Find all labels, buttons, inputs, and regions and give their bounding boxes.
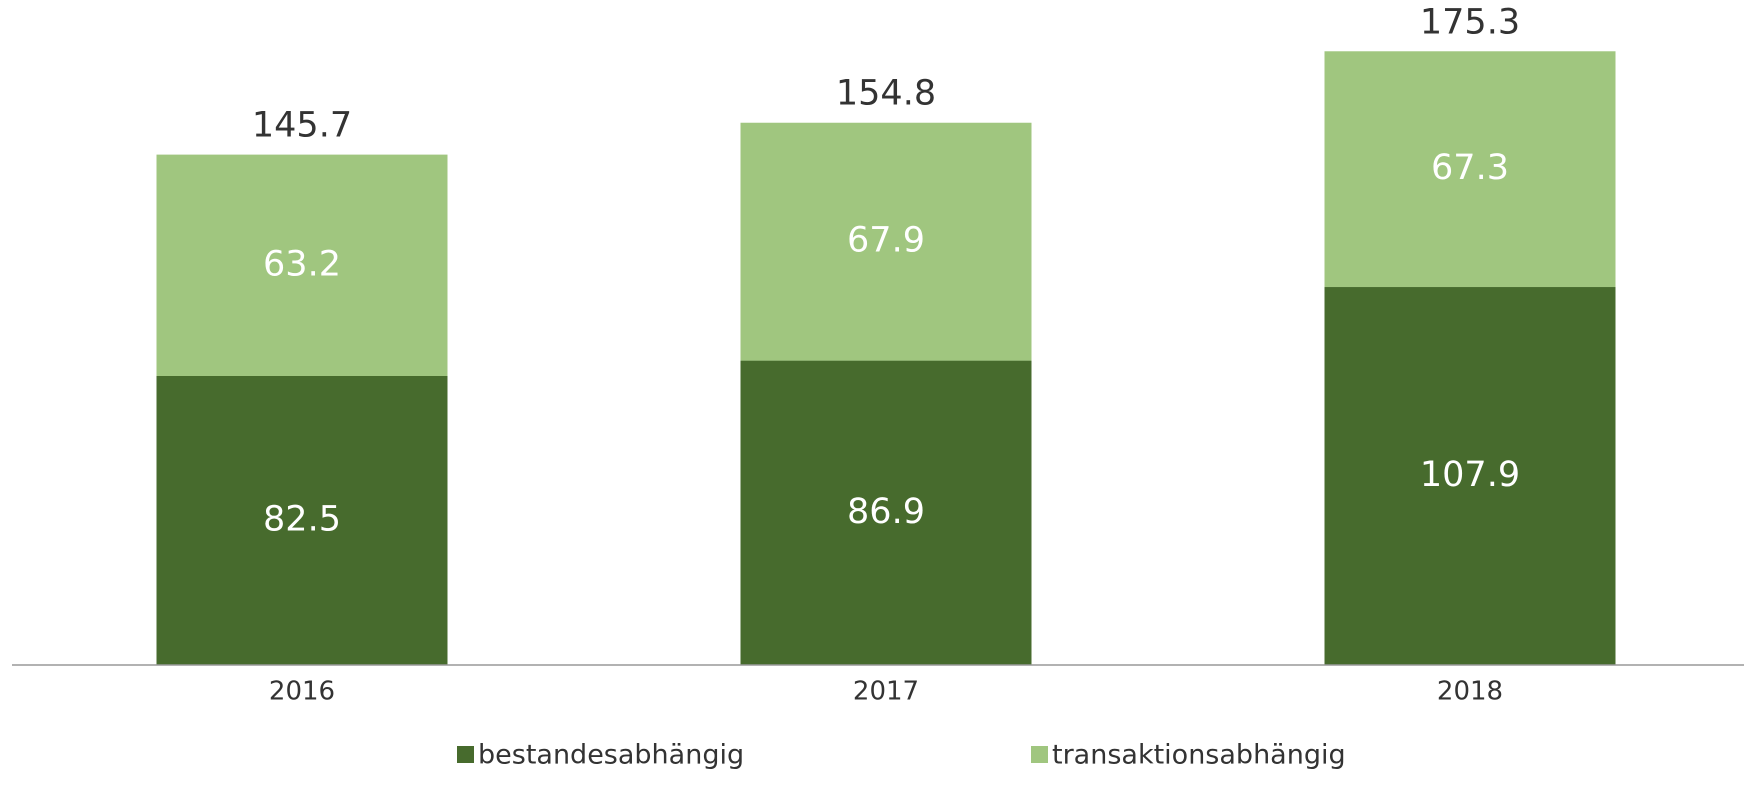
legend-label: bestandesabhängig: [478, 740, 744, 771]
x-tick-label: 2017: [853, 677, 919, 707]
bar-segment: [156, 154, 448, 377]
bar-segment: [156, 376, 448, 665]
legend-label: transaktionsabhängig: [1052, 740, 1346, 771]
value-label: 107.9: [1420, 455, 1520, 495]
bar-segment: [1324, 287, 1616, 665]
total-label: 145.7: [252, 106, 352, 146]
value-label: 67.3: [1431, 148, 1509, 188]
bar-segment: [1324, 51, 1616, 288]
legend-swatch: [457, 746, 474, 763]
value-label: 67.9: [847, 221, 925, 261]
value-label: 82.5: [263, 500, 341, 540]
total-label: 154.8: [836, 74, 936, 114]
bar-segment: [740, 122, 1032, 361]
bar-segment: [740, 360, 1032, 665]
x-tick-label: 2016: [269, 677, 335, 707]
value-label: 86.9: [847, 492, 925, 532]
total-label: 175.3: [1420, 2, 1520, 42]
x-tick-label: 2018: [1437, 677, 1503, 707]
value-label: 63.2: [263, 244, 341, 284]
legend-swatch: [1031, 746, 1048, 763]
